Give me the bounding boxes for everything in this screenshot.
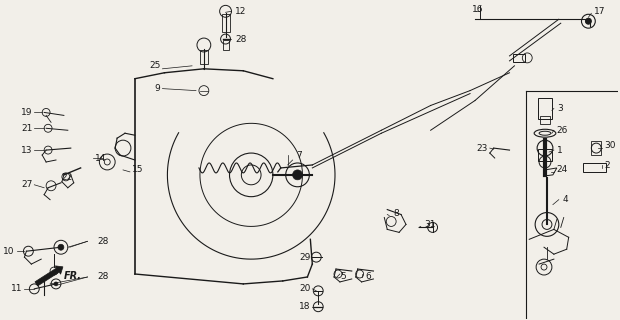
Circle shape: [54, 282, 58, 286]
Text: 14: 14: [95, 154, 107, 163]
Text: 10: 10: [3, 247, 15, 256]
Bar: [538, 149, 552, 161]
Text: 3: 3: [557, 104, 562, 113]
Circle shape: [293, 170, 303, 180]
Text: 4: 4: [563, 195, 569, 204]
Text: 22: 22: [61, 173, 72, 182]
Text: 25: 25: [149, 61, 161, 70]
Bar: [591, 141, 601, 155]
Text: 28: 28: [236, 35, 247, 44]
Text: 20: 20: [299, 284, 311, 293]
Text: 5: 5: [340, 272, 346, 282]
Text: 23: 23: [476, 144, 488, 153]
Text: 17: 17: [595, 7, 606, 16]
Text: 16: 16: [472, 5, 484, 14]
Circle shape: [585, 18, 591, 24]
Text: 9: 9: [155, 84, 161, 93]
Text: 12: 12: [236, 7, 247, 16]
Text: 15: 15: [132, 165, 143, 174]
Text: 28: 28: [97, 237, 108, 246]
Text: 1: 1: [557, 146, 562, 155]
Text: 26: 26: [557, 126, 568, 135]
Bar: [513, 54, 525, 62]
Text: 2: 2: [604, 162, 610, 171]
Bar: [221, 14, 229, 32]
Text: 18: 18: [299, 302, 311, 311]
Bar: [223, 40, 229, 50]
Text: 30: 30: [604, 140, 616, 150]
Text: 11: 11: [11, 284, 22, 293]
Text: 27: 27: [21, 180, 32, 189]
Text: 6: 6: [366, 272, 371, 282]
Text: 8: 8: [393, 209, 399, 218]
Circle shape: [58, 244, 64, 250]
Text: 24: 24: [557, 165, 568, 174]
Bar: [540, 116, 550, 124]
Text: 21: 21: [21, 124, 32, 133]
Text: FR.: FR.: [64, 271, 82, 281]
Text: 31: 31: [425, 220, 436, 229]
Text: 28: 28: [97, 272, 108, 282]
Text: 29: 29: [299, 253, 311, 262]
Bar: [200, 50, 208, 64]
Bar: [538, 98, 552, 119]
Text: 13: 13: [21, 146, 32, 155]
Text: 19: 19: [21, 108, 32, 117]
FancyArrow shape: [35, 266, 63, 286]
Text: 7: 7: [296, 150, 303, 160]
